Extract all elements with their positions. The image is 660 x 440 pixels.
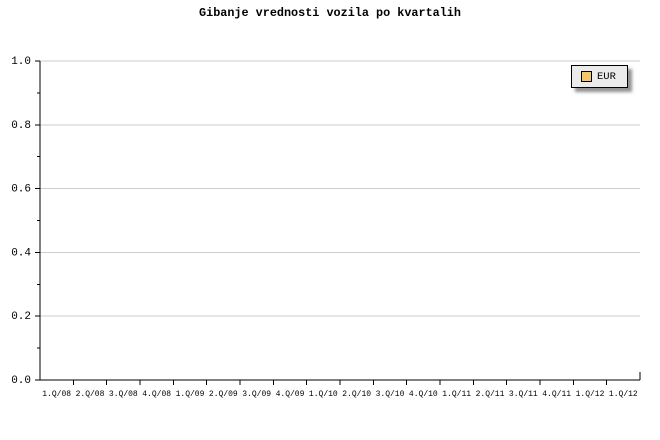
svg-text:1.0: 1.0 — [11, 56, 31, 68]
svg-text:3.Q/08: 3.Q/08 — [109, 390, 138, 399]
svg-text:3.Q/11: 3.Q/11 — [509, 390, 538, 399]
svg-text:3.Q/10: 3.Q/10 — [376, 390, 405, 399]
svg-text:0.4: 0.4 — [11, 247, 31, 259]
svg-text:1.Q/09: 1.Q/09 — [176, 390, 205, 399]
svg-text:3.Q/09: 3.Q/09 — [242, 390, 271, 399]
svg-text:2.Q/11: 2.Q/11 — [476, 390, 505, 399]
svg-text:2.Q/09: 2.Q/09 — [209, 390, 238, 399]
svg-text:0.0: 0.0 — [11, 375, 31, 387]
svg-text:0.2: 0.2 — [11, 311, 31, 323]
svg-text:4.Q/11: 4.Q/11 — [542, 390, 571, 399]
svg-text:1.Q/10: 1.Q/10 — [309, 390, 338, 399]
svg-text:0.6: 0.6 — [11, 184, 31, 196]
svg-text:1.Q/12: 1.Q/12 — [609, 390, 638, 399]
svg-text:4.Q/08: 4.Q/08 — [142, 390, 171, 399]
svg-text:0.8: 0.8 — [11, 120, 31, 132]
svg-text:4.Q/09: 4.Q/09 — [276, 390, 305, 399]
svg-text:1.Q/11: 1.Q/11 — [442, 390, 471, 399]
svg-text:2.Q/08: 2.Q/08 — [76, 390, 105, 399]
svg-text:2.Q/10: 2.Q/10 — [342, 390, 371, 399]
svg-text:4.Q/10: 4.Q/10 — [409, 390, 438, 399]
svg-text:1.Q/12: 1.Q/12 — [576, 390, 605, 399]
svg-text:1.Q/08: 1.Q/08 — [42, 390, 71, 399]
